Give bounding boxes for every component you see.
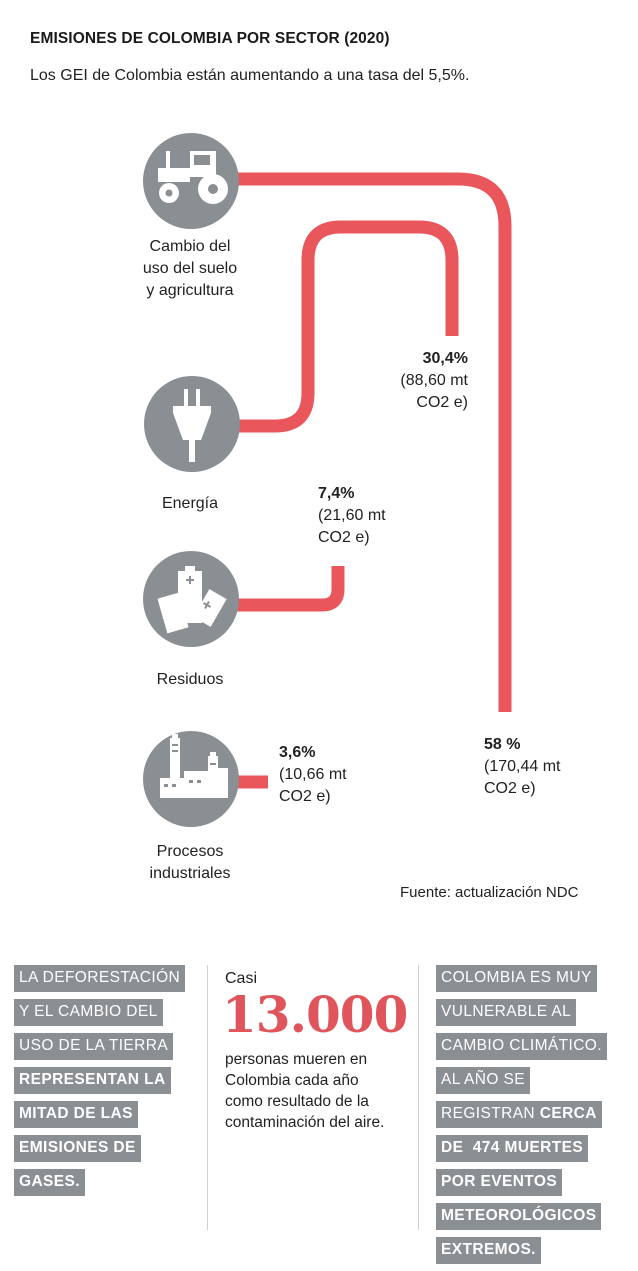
sector-label-agricultura: Cambio del uso del suelo y agricultura bbox=[142, 238, 238, 299]
fact-right-line: COLOMBIA ES MUY bbox=[436, 965, 597, 992]
stat-description: personas mueren en Colombia cada año com… bbox=[225, 1051, 385, 1131]
fact-left-line-bold: GASES. bbox=[14, 1169, 85, 1196]
fact-left-line: USO DE LA TIERRA bbox=[14, 1033, 174, 1060]
value-pct-energia: 30,4% bbox=[422, 350, 468, 367]
fact-right-line: DE 474 MUERTES bbox=[436, 1135, 589, 1162]
chart-title: EMISIONES DE COLOMBIA POR SECTOR (2020) bbox=[30, 30, 390, 47]
column-divider bbox=[207, 965, 208, 1230]
value-pct-industria: 3,6% bbox=[279, 744, 316, 761]
column-divider bbox=[418, 965, 419, 1230]
battery-icon bbox=[143, 551, 239, 647]
fact-column-right: COLOMBIA ES MUY VULNERABLE AL CAMBIO CLIMÁ… bbox=[436, 965, 607, 1271]
fact-right-line: AL AÑO SE bbox=[436, 1067, 531, 1094]
sector-label-industria: Procesos industriales bbox=[149, 843, 231, 882]
fact-left-line-bold: EMISIONES DE bbox=[14, 1135, 141, 1162]
chart-subtitle: Los GEI de Colombia están aumentando a u… bbox=[30, 67, 470, 84]
value-pct-agricultura: 58 % bbox=[484, 736, 521, 753]
fact-left-line: Y EL CAMBIO DEL bbox=[14, 999, 163, 1026]
sector-label-residuos: Residuos bbox=[156, 671, 224, 688]
flow-line-energia bbox=[230, 220, 459, 433]
factory-icon bbox=[143, 731, 239, 827]
value-label-energia: 30,4% (88,60 mt CO2 e) bbox=[380, 348, 468, 414]
fact-right-line: POR EVENTOS bbox=[436, 1169, 563, 1196]
tractor-icon bbox=[143, 133, 239, 229]
fact-left-line-bold: MITAD DE LAS bbox=[14, 1101, 138, 1128]
flow-line-agricultura bbox=[230, 172, 512, 712]
stat-prefix: Casi bbox=[225, 970, 258, 987]
value-label-agricultura: 58 % (170,44 mt CO2 e) bbox=[484, 736, 561, 797]
fact-column-left: LA DEFORESTACIÓN Y EL CAMBIO DEL USO DE … bbox=[14, 965, 186, 1203]
fact-left-line: LA DEFORESTACIÓN bbox=[14, 965, 186, 992]
value-pct-residuos: 7,4% bbox=[318, 485, 355, 502]
plug-icon bbox=[144, 376, 240, 472]
fact-right-line: EXTREMOS. bbox=[436, 1237, 541, 1264]
sector-label-energia: Energía bbox=[161, 495, 219, 512]
fact-left-line-bold: REPRESENTAN LA bbox=[14, 1067, 171, 1094]
flow-line-residuos bbox=[232, 566, 345, 612]
stat-number: 13.000 bbox=[222, 985, 408, 1044]
sector-flow-chart bbox=[143, 133, 512, 827]
fact-right-line: CAMBIO CLIMÁTICO. bbox=[436, 1033, 607, 1060]
value-label-industria: 3,6% (10,66 mt CO2 e) bbox=[279, 744, 347, 805]
fact-right-line: METEOROLÓGICOS bbox=[436, 1203, 602, 1230]
source-note: Fuente: actualización NDC bbox=[400, 884, 579, 901]
fact-right-line: REGISTRAN CERCA bbox=[436, 1101, 602, 1128]
fact-right-line: VULNERABLE AL bbox=[436, 999, 577, 1026]
value-label-residuos: 7,4% (21,60 mt CO2 e) bbox=[318, 485, 386, 546]
